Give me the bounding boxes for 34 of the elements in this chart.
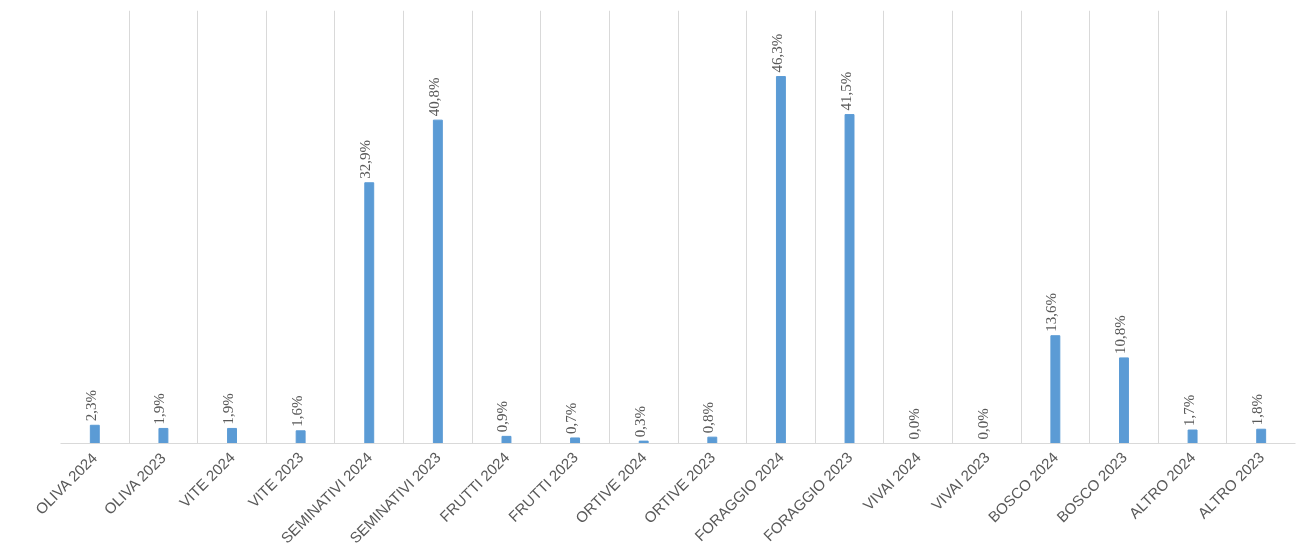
data-label: 1,8% bbox=[1249, 393, 1266, 426]
data-label: 10,8% bbox=[1111, 315, 1128, 354]
bar bbox=[432, 119, 443, 444]
bar bbox=[364, 182, 375, 444]
data-label: 32,9% bbox=[357, 140, 374, 179]
bar bbox=[1187, 429, 1198, 444]
bar bbox=[295, 430, 306, 444]
bar bbox=[227, 427, 237, 444]
data-label: 1,9% bbox=[151, 393, 168, 425]
data-label: 1,9% bbox=[220, 393, 237, 425]
bar bbox=[1256, 428, 1267, 444]
data-label: 40,8% bbox=[425, 77, 442, 117]
bar bbox=[707, 436, 718, 444]
data-label: 1,6% bbox=[288, 395, 305, 427]
bar bbox=[1050, 335, 1061, 444]
bar bbox=[89, 424, 100, 444]
data-label: 1,7% bbox=[1180, 394, 1197, 427]
bar bbox=[775, 76, 786, 444]
data-label: 0,0% bbox=[974, 408, 991, 440]
bar bbox=[844, 114, 855, 444]
data-label: 0,0% bbox=[906, 408, 923, 440]
data-label: 0,9% bbox=[494, 401, 511, 433]
data-label: 13,6% bbox=[1043, 292, 1060, 332]
bar bbox=[638, 440, 649, 444]
bar bbox=[501, 435, 512, 444]
bar bbox=[158, 427, 169, 444]
data-label: 0,3% bbox=[631, 405, 648, 438]
data-label: 0,8% bbox=[700, 401, 717, 434]
bar bbox=[570, 437, 581, 444]
bar bbox=[1119, 357, 1129, 444]
data-label: 41,5% bbox=[837, 71, 854, 111]
data-label: 46,3% bbox=[768, 33, 785, 73]
data-label: 2,3% bbox=[82, 390, 99, 422]
data-label: 0,7% bbox=[563, 402, 580, 434]
